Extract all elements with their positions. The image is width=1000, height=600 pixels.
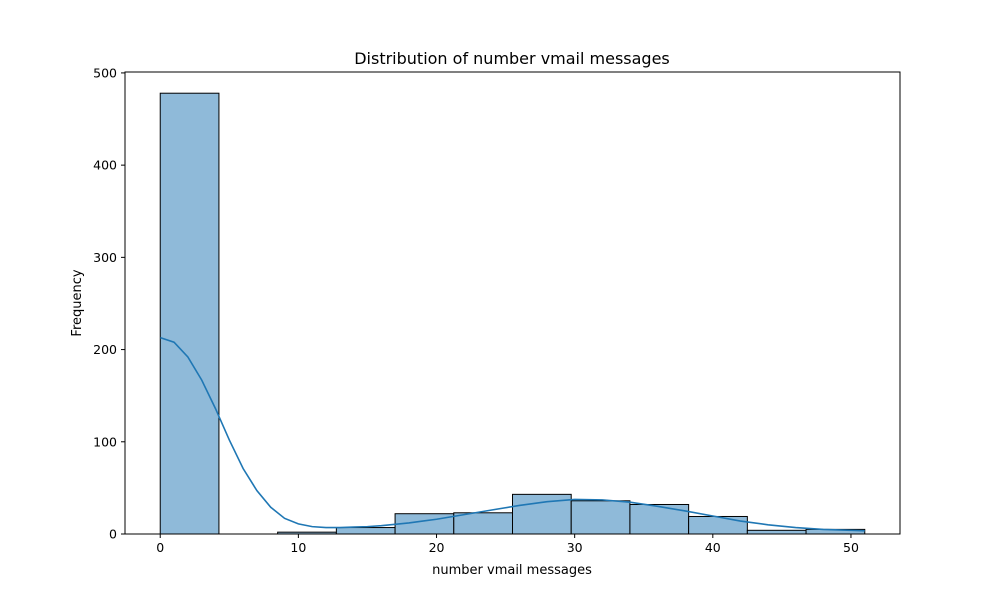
plot-frame: [124, 71, 901, 535]
y-axis-label: Frequency: [70, 269, 85, 336]
chart-title: Distribution of number vmail messages: [354, 49, 670, 68]
x-tick-label: 30: [567, 540, 583, 555]
y-tick-label: 500: [93, 65, 117, 80]
x-tick-label: 20: [429, 540, 445, 555]
kde-curve: [159, 336, 865, 532]
x-tick-label: 50: [843, 540, 859, 555]
histogram-bar: [688, 515, 748, 535]
histogram-bar: [629, 503, 690, 535]
y-tick-label: 200: [93, 342, 117, 357]
histogram-bar: [335, 527, 396, 535]
y-axis-ticks: 0 100 200 300 400 500: [93, 65, 125, 542]
histogram-bar: [453, 512, 513, 535]
histogram-bar: [746, 529, 807, 535]
y-tick-label: 100: [93, 434, 117, 449]
x-tick-label: 40: [705, 540, 721, 555]
histogram-bar: [159, 92, 220, 535]
histogram-bar: [570, 500, 631, 535]
y-tick-label: 400: [93, 158, 117, 173]
x-axis-ticks: 0 10 20 30 40 50: [156, 534, 859, 555]
x-tick-label: 0: [156, 540, 164, 555]
y-tick-label: 300: [93, 250, 117, 265]
x-tick-label: 10: [290, 540, 306, 555]
y-tick-label: 0: [109, 527, 117, 542]
x-axis-label: number vmail messages: [432, 563, 592, 578]
